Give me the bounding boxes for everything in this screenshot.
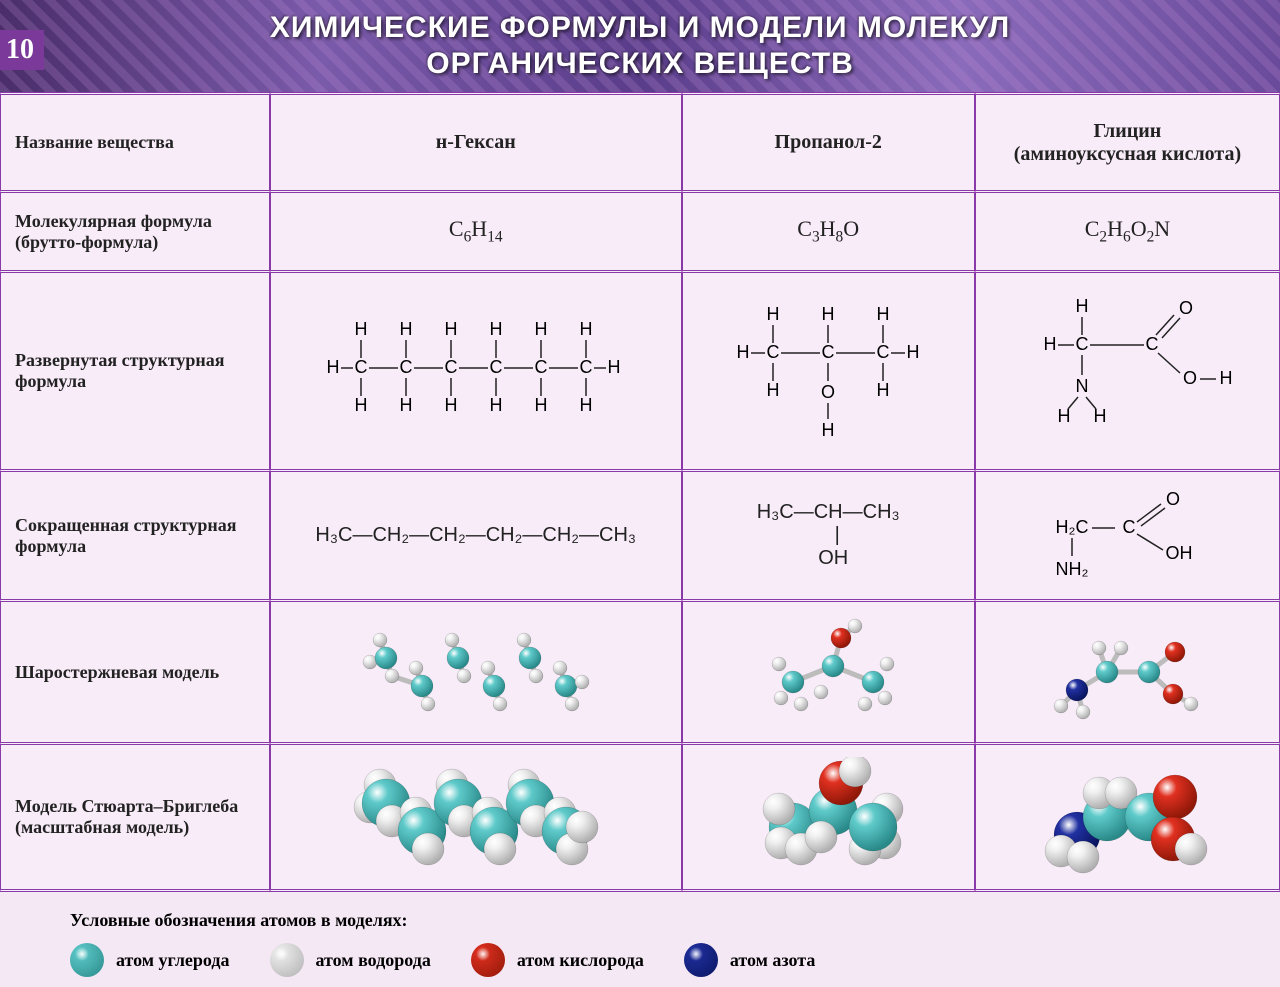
molecular-formula-propanol: C3H8O bbox=[682, 190, 975, 270]
legend-label: атом водорода bbox=[316, 950, 431, 971]
svg-text:H: H bbox=[907, 342, 920, 362]
svg-text:H: H bbox=[822, 420, 835, 440]
svg-text:O: O bbox=[1166, 488, 1180, 508]
page-banner: 10 ХИМИЧЕСКИЕ ФОРМУЛЫ И МОДЕЛИ МОЛЕКУЛ О… bbox=[0, 0, 1280, 92]
title-line-2: ОРГАНИЧЕСКИХ ВЕЩЕСТВ bbox=[426, 47, 854, 80]
legend-title: Условные обозначения атомов в моделях: bbox=[70, 910, 1230, 931]
chemistry-table: Название вещества н-Гексан Пропанол-2 Гл… bbox=[0, 92, 1280, 892]
svg-text:H: H bbox=[489, 395, 502, 415]
svg-text:O: O bbox=[1179, 298, 1193, 318]
svg-text:H: H bbox=[579, 395, 592, 415]
svg-text:C: C bbox=[877, 342, 890, 362]
row-label-spacefill: Модель Стюарта–Бриглеба (масштабная моде… bbox=[0, 742, 270, 892]
legend-item: атом водорода bbox=[270, 943, 431, 977]
svg-text:H: H bbox=[489, 319, 502, 339]
table-row: Молекулярная формула (брутто-формула) C6… bbox=[0, 190, 1280, 270]
svg-text:H: H bbox=[1220, 368, 1233, 388]
table-row: Название вещества н-Гексан Пропанол-2 Гл… bbox=[0, 92, 1280, 190]
svg-text:H: H bbox=[534, 395, 547, 415]
svg-text:H: H bbox=[1076, 296, 1089, 316]
row-label-shortstruct: Сокращенная структурная формула bbox=[0, 469, 270, 599]
svg-text:C: C bbox=[534, 357, 547, 377]
full-structure-hexane: CHHCHHCHHCHHCHHCHHHH bbox=[270, 270, 682, 469]
legend-label: атом азота bbox=[730, 950, 816, 971]
page-title: ХИМИЧЕСКИЕ ФОРМУЛЫ И МОДЕЛИ МОЛЕКУЛ ОРГА… bbox=[0, 10, 1280, 82]
atom-sphere-icon bbox=[70, 943, 104, 977]
spacefill-hexane bbox=[270, 742, 682, 892]
row-label-molecular: Молекулярная формула (брутто-формула) bbox=[0, 190, 270, 270]
svg-text:H: H bbox=[767, 304, 780, 324]
svg-text:O: O bbox=[821, 382, 835, 402]
svg-text:H: H bbox=[399, 395, 412, 415]
svg-text:N: N bbox=[1076, 376, 1089, 396]
atom-sphere-icon bbox=[471, 943, 505, 977]
svg-text:C: C bbox=[579, 357, 592, 377]
compound-name-hexane: н-Гексан bbox=[270, 92, 682, 190]
table-row: Модель Стюарта–Бриглеба (масштабная моде… bbox=[0, 742, 1280, 892]
svg-text:NH₂: NH₂ bbox=[1056, 558, 1089, 578]
svg-text:C: C bbox=[489, 357, 502, 377]
short-structure-hexane: H₃C—CH₂—CH₂—CH₂—CH₂—CH₃ bbox=[270, 469, 682, 599]
compound-name-propanol: Пропанол-2 bbox=[682, 92, 975, 190]
legend-item: атом кислорода bbox=[471, 943, 644, 977]
molecular-formula-hexane: C6H14 bbox=[270, 190, 682, 270]
ballstick-glycine bbox=[975, 599, 1280, 742]
compound-name-glycine: Глицин (аминоуксусная кислота) bbox=[975, 92, 1280, 190]
full-structure-glycine: CCHHNHHOOH bbox=[975, 270, 1280, 469]
row-label-ballstick: Шаростержневая модель bbox=[0, 599, 270, 742]
legend-label: атом углерода bbox=[116, 950, 230, 971]
svg-text:H: H bbox=[399, 319, 412, 339]
legend-item: атом азота bbox=[684, 943, 816, 977]
svg-text:C: C bbox=[767, 342, 780, 362]
legend-row: атом углерода атом водорода атом кислорода… bbox=[70, 943, 1230, 977]
svg-text:H: H bbox=[444, 395, 457, 415]
table-row: Развернутая структурная формула CHHCHHCH… bbox=[0, 270, 1280, 469]
atom-sphere-icon bbox=[270, 943, 304, 977]
ballstick-propanol bbox=[682, 599, 975, 742]
full-structure-propanol: CHCHCHHHHHOH bbox=[682, 270, 975, 469]
title-line-1: ХИМИЧЕСКИЕ ФОРМУЛЫ И МОДЕЛИ МОЛЕКУЛ bbox=[270, 11, 1010, 44]
svg-text:H: H bbox=[354, 395, 367, 415]
svg-text:H: H bbox=[737, 342, 750, 362]
svg-text:H: H bbox=[326, 357, 339, 377]
table-row: Сокращенная структурная формула H₃C—CH₂—… bbox=[0, 469, 1280, 599]
legend-label: атом кислорода bbox=[517, 950, 644, 971]
svg-text:O: O bbox=[1183, 368, 1197, 388]
legend: Условные обозначения атомов в моделях: а… bbox=[0, 892, 1280, 987]
svg-text:C: C bbox=[1123, 516, 1136, 536]
svg-text:C: C bbox=[1076, 334, 1089, 354]
atom-sphere-icon bbox=[684, 943, 718, 977]
spacefill-glycine bbox=[975, 742, 1280, 892]
svg-text:OH: OH bbox=[1166, 542, 1193, 562]
short-structure-propanol: H₃C—CH—CH₃ | OH bbox=[682, 469, 975, 599]
page-number: 10 bbox=[0, 30, 44, 70]
svg-text:H: H bbox=[534, 319, 547, 339]
svg-text:C: C bbox=[822, 342, 835, 362]
svg-text:H: H bbox=[822, 304, 835, 324]
table-row: Шаростержневая модель bbox=[0, 599, 1280, 742]
svg-text:C: C bbox=[354, 357, 367, 377]
svg-text:H: H bbox=[444, 319, 457, 339]
row-label-fullstruct: Развернутая структурная формула bbox=[0, 270, 270, 469]
svg-text:H₂C: H₂C bbox=[1056, 516, 1089, 536]
ballstick-hexane bbox=[270, 599, 682, 742]
svg-text:H: H bbox=[877, 304, 890, 324]
spacefill-propanol bbox=[682, 742, 975, 892]
svg-text:H: H bbox=[767, 380, 780, 400]
svg-text:C: C bbox=[444, 357, 457, 377]
svg-text:C: C bbox=[399, 357, 412, 377]
svg-text:H: H bbox=[877, 380, 890, 400]
svg-text:H: H bbox=[354, 319, 367, 339]
molecular-formula-glycine: C2H6O2N bbox=[975, 190, 1280, 270]
glycine-short-svg: H₂C C O OH NH₂ bbox=[1037, 483, 1217, 583]
svg-text:H: H bbox=[579, 319, 592, 339]
svg-text:H: H bbox=[607, 357, 620, 377]
svg-text:H: H bbox=[1044, 334, 1057, 354]
row-label-name: Название вещества bbox=[0, 92, 270, 190]
legend-item: атом углерода bbox=[70, 943, 230, 977]
short-structure-glycine: H₂C C O OH NH₂ bbox=[975, 469, 1280, 599]
svg-text:C: C bbox=[1146, 334, 1159, 354]
